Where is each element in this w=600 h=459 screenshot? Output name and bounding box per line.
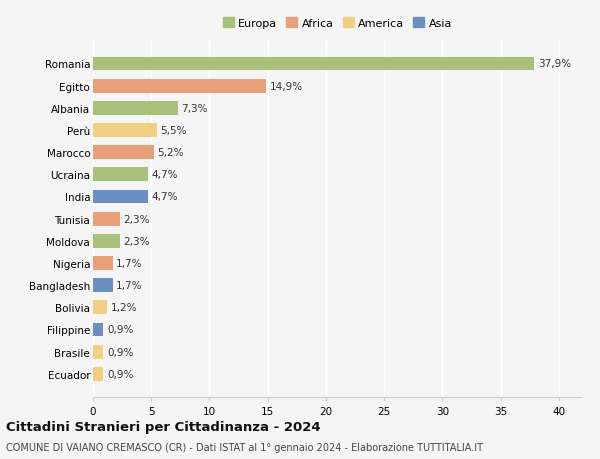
Bar: [93, 323, 103, 336]
Text: COMUNE DI VAIANO CREMASCO (CR) - Dati ISTAT al 1° gennaio 2024 - Elaborazione TU: COMUNE DI VAIANO CREMASCO (CR) - Dati IS…: [6, 442, 483, 452]
Bar: [93, 367, 103, 381]
Text: 4,7%: 4,7%: [151, 170, 178, 180]
Text: 37,9%: 37,9%: [538, 59, 571, 69]
Legend: Europa, Africa, America, Asia: Europa, Africa, America, Asia: [220, 15, 455, 32]
Text: 1,7%: 1,7%: [116, 258, 143, 269]
Bar: [93, 168, 148, 182]
Bar: [93, 146, 154, 160]
Text: 14,9%: 14,9%: [270, 81, 303, 91]
Text: 2,3%: 2,3%: [123, 214, 150, 224]
Bar: [93, 257, 113, 270]
Bar: [93, 213, 120, 226]
Bar: [93, 57, 534, 71]
Bar: [93, 102, 178, 115]
Text: 1,2%: 1,2%: [110, 302, 137, 313]
Text: 4,7%: 4,7%: [151, 192, 178, 202]
Bar: [93, 235, 120, 248]
Text: 1,7%: 1,7%: [116, 280, 143, 291]
Bar: [93, 79, 266, 93]
Bar: [93, 345, 103, 359]
Bar: [93, 124, 157, 138]
Text: 7,3%: 7,3%: [181, 104, 208, 113]
Bar: [93, 190, 148, 204]
Text: 2,3%: 2,3%: [123, 236, 150, 246]
Text: 5,5%: 5,5%: [161, 126, 187, 136]
Text: 0,9%: 0,9%: [107, 325, 133, 335]
Text: Cittadini Stranieri per Cittadinanza - 2024: Cittadini Stranieri per Cittadinanza - 2…: [6, 420, 320, 433]
Text: 0,9%: 0,9%: [107, 369, 133, 379]
Bar: [93, 279, 113, 292]
Text: 0,9%: 0,9%: [107, 347, 133, 357]
Text: 5,2%: 5,2%: [157, 148, 184, 158]
Bar: [93, 301, 107, 314]
